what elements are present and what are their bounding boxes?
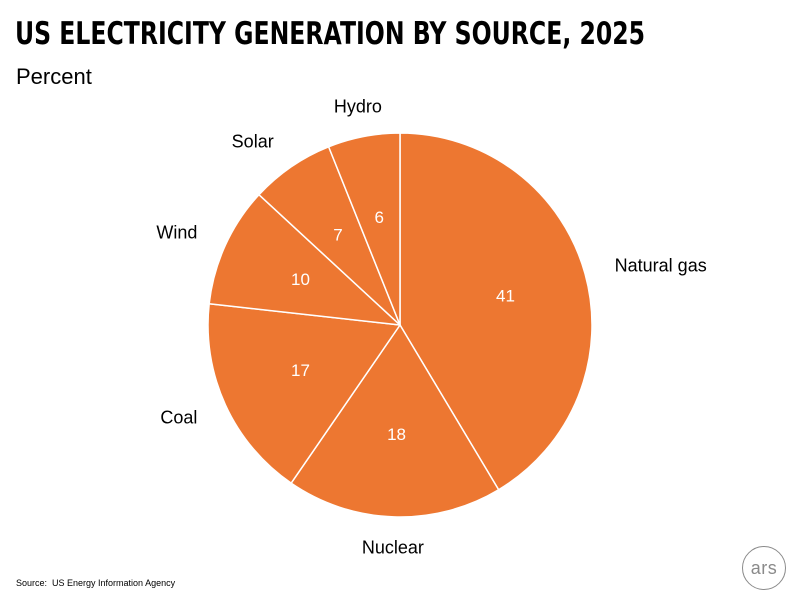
data-label-nuclear: 18 [387,425,406,444]
chart-title: US ELECTRICITY GENERATION BY SOURCE, 202… [15,16,646,52]
data-label-coal: 17 [291,361,310,380]
category-label-wind: Wind [156,222,197,242]
pie-slice-natural-gas [399,132,593,491]
data-label-solar: 7 [333,225,342,244]
data-label-hydro: 6 [375,208,384,227]
data-label-natural-gas: 41 [496,286,515,305]
pie-slice-nuclear [290,324,500,518]
ars-logo: ars [742,546,786,590]
data-label-wind: 10 [291,270,310,289]
category-label-nuclear: Nuclear [362,538,424,558]
pie-slice-hydro [327,132,401,326]
category-label-natural-gas: Natural gas [615,256,707,276]
chart-subtitle: Percent [16,64,92,89]
pie-slice-wind [208,193,401,326]
pie-slice-coal [207,302,401,484]
category-label-hydro: Hydro [334,96,382,116]
category-label-coal: Coal [160,408,197,428]
category-label-solar: Solar [232,132,274,152]
source-note: Source: US Energy Information Agency [16,578,176,588]
